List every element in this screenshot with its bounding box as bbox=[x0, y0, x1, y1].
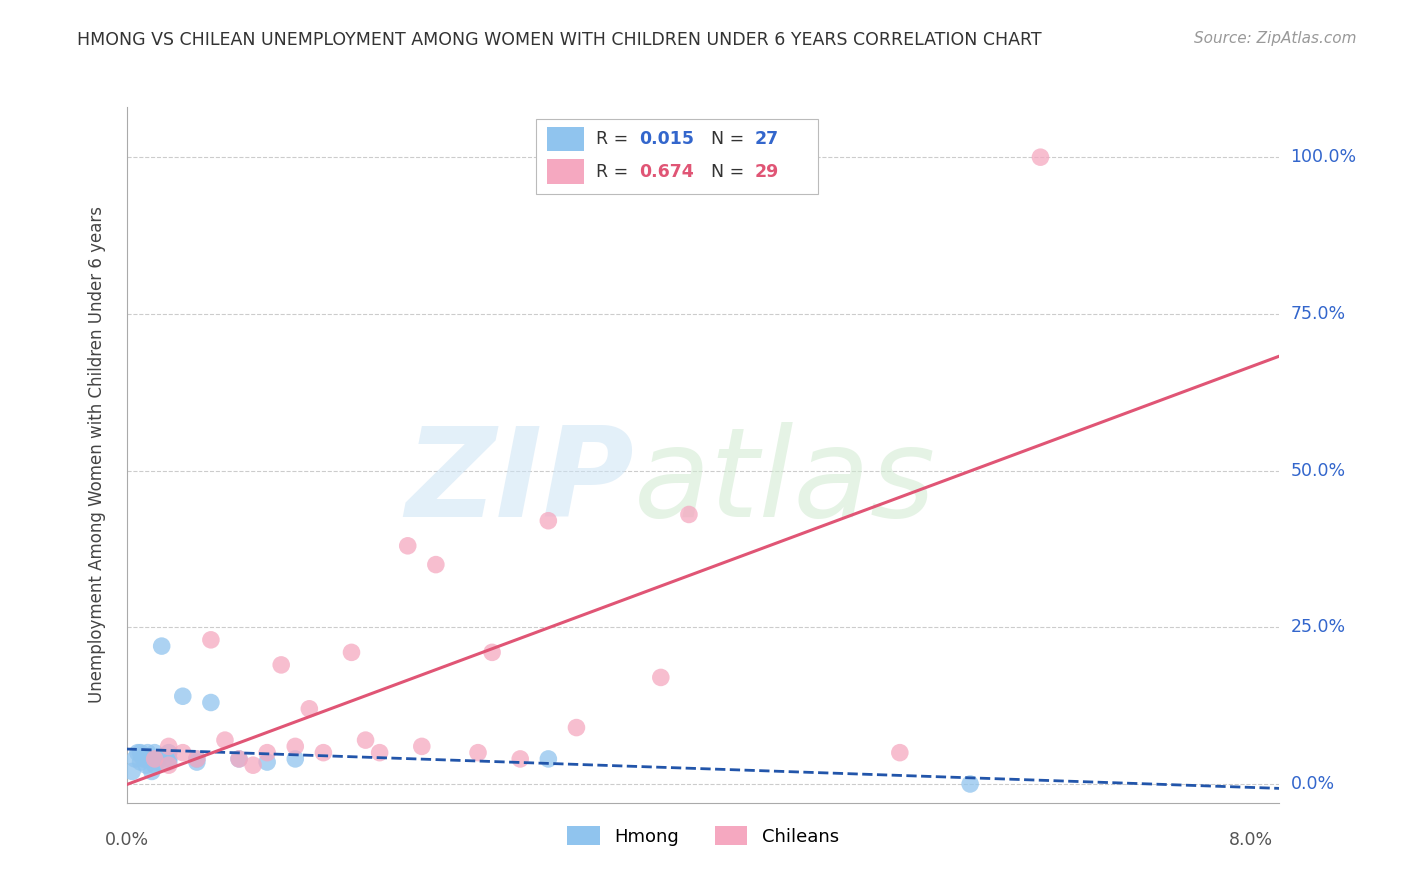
Text: 29: 29 bbox=[755, 162, 779, 181]
Bar bbox=[547, 127, 585, 151]
Text: 27: 27 bbox=[755, 130, 779, 148]
Text: 0.0%: 0.0% bbox=[1291, 775, 1334, 793]
Point bbox=[284, 752, 307, 766]
Legend: Hmong, Chileans: Hmong, Chileans bbox=[560, 819, 846, 853]
Point bbox=[537, 514, 560, 528]
Point bbox=[150, 639, 173, 653]
Text: 25.0%: 25.0% bbox=[1291, 618, 1346, 636]
Point bbox=[141, 764, 163, 779]
Point bbox=[136, 746, 159, 760]
Text: ZIP: ZIP bbox=[405, 422, 634, 543]
Text: 0.0%: 0.0% bbox=[104, 830, 149, 848]
Point bbox=[129, 755, 152, 769]
Point bbox=[157, 746, 180, 760]
FancyBboxPatch shape bbox=[536, 119, 818, 194]
Point bbox=[312, 746, 335, 760]
Text: atlas: atlas bbox=[634, 422, 936, 543]
Text: R =: R = bbox=[596, 130, 634, 148]
Point bbox=[143, 758, 166, 772]
Point bbox=[565, 721, 588, 735]
Point bbox=[509, 752, 531, 766]
Point bbox=[200, 696, 222, 710]
Point bbox=[157, 755, 180, 769]
Point bbox=[143, 752, 166, 766]
Text: N =: N = bbox=[711, 130, 749, 148]
Point bbox=[537, 752, 560, 766]
Text: 100.0%: 100.0% bbox=[1291, 148, 1357, 166]
Point bbox=[256, 755, 278, 769]
Point bbox=[138, 752, 160, 766]
Point bbox=[132, 752, 155, 766]
Point bbox=[172, 746, 194, 760]
Text: N =: N = bbox=[711, 162, 749, 181]
Point bbox=[270, 657, 292, 672]
Point bbox=[146, 755, 169, 769]
Point bbox=[143, 746, 166, 760]
Point bbox=[157, 752, 180, 766]
Point bbox=[368, 746, 391, 760]
Point bbox=[678, 508, 700, 522]
Point bbox=[157, 758, 180, 772]
Point bbox=[121, 764, 143, 779]
Point bbox=[129, 746, 152, 760]
Point bbox=[340, 645, 363, 659]
Point bbox=[481, 645, 503, 659]
Text: 0.674: 0.674 bbox=[640, 162, 695, 181]
Point bbox=[172, 690, 194, 704]
Point bbox=[228, 752, 250, 766]
Point bbox=[127, 746, 149, 760]
Point bbox=[228, 752, 250, 766]
Point bbox=[396, 539, 419, 553]
Point bbox=[467, 746, 489, 760]
Text: HMONG VS CHILEAN UNEMPLOYMENT AMONG WOMEN WITH CHILDREN UNDER 6 YEARS CORRELATIO: HMONG VS CHILEAN UNEMPLOYMENT AMONG WOME… bbox=[77, 31, 1042, 49]
Point bbox=[214, 733, 236, 747]
Bar bbox=[547, 159, 585, 184]
Point bbox=[124, 752, 146, 766]
Point bbox=[425, 558, 447, 572]
Text: 0.015: 0.015 bbox=[640, 130, 695, 148]
Point bbox=[186, 752, 208, 766]
Point bbox=[242, 758, 264, 772]
Point bbox=[135, 758, 157, 772]
Point bbox=[284, 739, 307, 754]
Point bbox=[143, 752, 166, 766]
Point bbox=[186, 755, 208, 769]
Text: 8.0%: 8.0% bbox=[1229, 830, 1274, 848]
Point bbox=[186, 752, 208, 766]
Y-axis label: Unemployment Among Women with Children Under 6 years: Unemployment Among Women with Children U… bbox=[87, 206, 105, 704]
Text: 75.0%: 75.0% bbox=[1291, 305, 1346, 323]
Point bbox=[889, 746, 911, 760]
Point bbox=[1029, 150, 1052, 164]
Point bbox=[411, 739, 433, 754]
Point bbox=[959, 777, 981, 791]
Point bbox=[354, 733, 377, 747]
Point bbox=[157, 739, 180, 754]
Point bbox=[298, 702, 321, 716]
Point bbox=[256, 746, 278, 760]
Point bbox=[650, 670, 672, 684]
Point bbox=[200, 632, 222, 647]
Text: 50.0%: 50.0% bbox=[1291, 461, 1346, 480]
Text: R =: R = bbox=[596, 162, 634, 181]
Text: Source: ZipAtlas.com: Source: ZipAtlas.com bbox=[1194, 31, 1357, 46]
